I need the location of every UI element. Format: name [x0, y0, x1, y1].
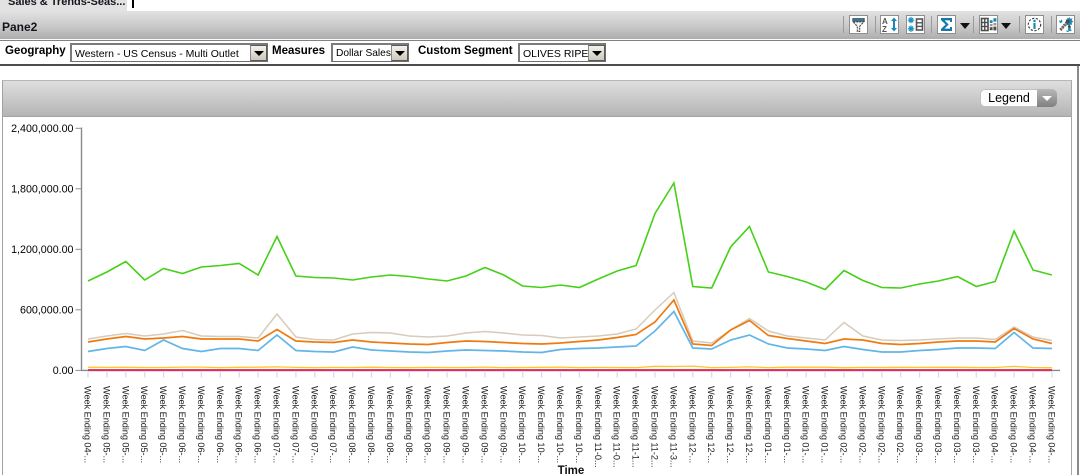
svg-text:Week Ending 01-...: Week Ending 01-...: [763, 386, 773, 463]
svg-text:Week Ending 05-...: Week Ending 05-...: [158, 386, 168, 463]
svg-text:Week Ending 01-...: Week Ending 01-...: [801, 386, 811, 463]
svg-text:Week Ending 04-...: Week Ending 04-...: [1028, 386, 1038, 463]
svg-text:Week Ending 10-...: Week Ending 10-...: [574, 386, 584, 463]
svg-text:Week Ending 12-...: Week Ending 12-...: [706, 386, 716, 463]
svg-text:Week Ending 12-...: Week Ending 12-...: [744, 386, 754, 463]
svg-text:Week Ending 03-...: Week Ending 03-...: [914, 386, 924, 463]
svg-text:Week Ending 01-...: Week Ending 01-...: [782, 386, 792, 463]
svg-text:Week Ending 11-0...: Week Ending 11-0...: [593, 386, 603, 467]
svg-text:Week Ending 11-2...: Week Ending 11-2...: [650, 386, 660, 467]
svg-text:Week Ending 11-3...: Week Ending 11-3...: [668, 386, 678, 467]
svg-text:600,000.00: 600,000.00: [20, 304, 74, 316]
svg-text:Week Ending 04-...: Week Ending 04-...: [1046, 386, 1056, 463]
svg-text:Week Ending 11-0...: Week Ending 11-0...: [612, 386, 622, 467]
svg-text:Week Ending 03-...: Week Ending 03-...: [933, 386, 943, 463]
svg-text:Week Ending 02-...: Week Ending 02-...: [876, 386, 886, 463]
svg-text:Week Ending 07-...: Week Ending 07-...: [272, 386, 282, 463]
svg-text:Week Ending 03-...: Week Ending 03-...: [971, 386, 981, 463]
svg-text:0.00: 0.00: [53, 365, 74, 377]
svg-text:Week Ending 06-...: Week Ending 06-...: [253, 386, 263, 463]
svg-text:Week Ending 10-...: Week Ending 10-...: [536, 386, 546, 463]
svg-text:A: A: [882, 17, 888, 26]
svg-text:Week Ending 08-...: Week Ending 08-...: [366, 386, 376, 463]
svg-text:2,400,000.00: 2,400,000.00: [11, 123, 73, 135]
svg-text:Week Ending 04-...: Week Ending 04-...: [990, 386, 1000, 463]
svg-text:1,200,000.00: 1,200,000.00: [11, 244, 73, 256]
svg-text:Week Ending 08-...: Week Ending 08-...: [385, 386, 395, 463]
svg-text:Z: Z: [882, 25, 887, 33]
svg-text:Week Ending 06-...: Week Ending 06-...: [215, 386, 225, 463]
svg-text:Week Ending 07-...: Week Ending 07-...: [309, 386, 319, 463]
svg-text:Time: Time: [558, 465, 585, 475]
svg-text:Week Ending 08-...: Week Ending 08-...: [404, 386, 414, 463]
svg-text:Week Ending 08-...: Week Ending 08-...: [347, 386, 357, 463]
svg-text:Week Ending 07-...: Week Ending 07-...: [328, 386, 338, 463]
svg-text:Week Ending 02-...: Week Ending 02-...: [839, 386, 849, 463]
svg-text:Week Ending 10-...: Week Ending 10-...: [517, 386, 527, 463]
svg-text:Week Ending 06-...: Week Ending 06-...: [234, 386, 244, 463]
svg-text:Week Ending 04-...: Week Ending 04-...: [83, 386, 93, 463]
svg-text:Week Ending 09-...: Week Ending 09-...: [479, 386, 489, 463]
svg-text:1,800,000.00: 1,800,000.00: [11, 183, 73, 195]
svg-text:Week Ending 02-...: Week Ending 02-...: [895, 386, 905, 463]
svg-text:Week Ending 09-...: Week Ending 09-...: [442, 386, 452, 463]
svg-text:Week Ending 01-...: Week Ending 01-...: [820, 386, 830, 463]
svg-text:Week Ending 04-...: Week Ending 04-...: [1009, 386, 1019, 463]
svg-text:Week Ending 07-...: Week Ending 07-...: [290, 386, 300, 463]
svg-text:Week Ending 02-...: Week Ending 02-...: [857, 386, 867, 463]
svg-text:Week Ending 05-...: Week Ending 05-...: [120, 386, 130, 463]
svg-text:Week Ending 12-...: Week Ending 12-...: [687, 386, 697, 463]
svg-text:Week Ending 10-...: Week Ending 10-...: [555, 386, 565, 463]
svg-text:Week Ending 09-...: Week Ending 09-...: [461, 386, 471, 463]
svg-text:Week Ending 09-...: Week Ending 09-...: [498, 386, 508, 463]
svg-text:Week Ending 12-...: Week Ending 12-...: [725, 386, 735, 463]
svg-text:Week Ending 03-...: Week Ending 03-...: [952, 386, 962, 463]
svg-text:Week Ending 06-...: Week Ending 06-...: [177, 386, 187, 463]
svg-text:Week Ending 05-...: Week Ending 05-...: [101, 386, 111, 463]
svg-text:Week Ending 06-...: Week Ending 06-...: [196, 386, 206, 463]
svg-text:Week Ending 05-...: Week Ending 05-...: [139, 386, 149, 463]
svg-text:Week Ending 11-1...: Week Ending 11-1...: [631, 386, 641, 467]
svg-text:Week Ending 08-...: Week Ending 08-...: [423, 386, 433, 463]
